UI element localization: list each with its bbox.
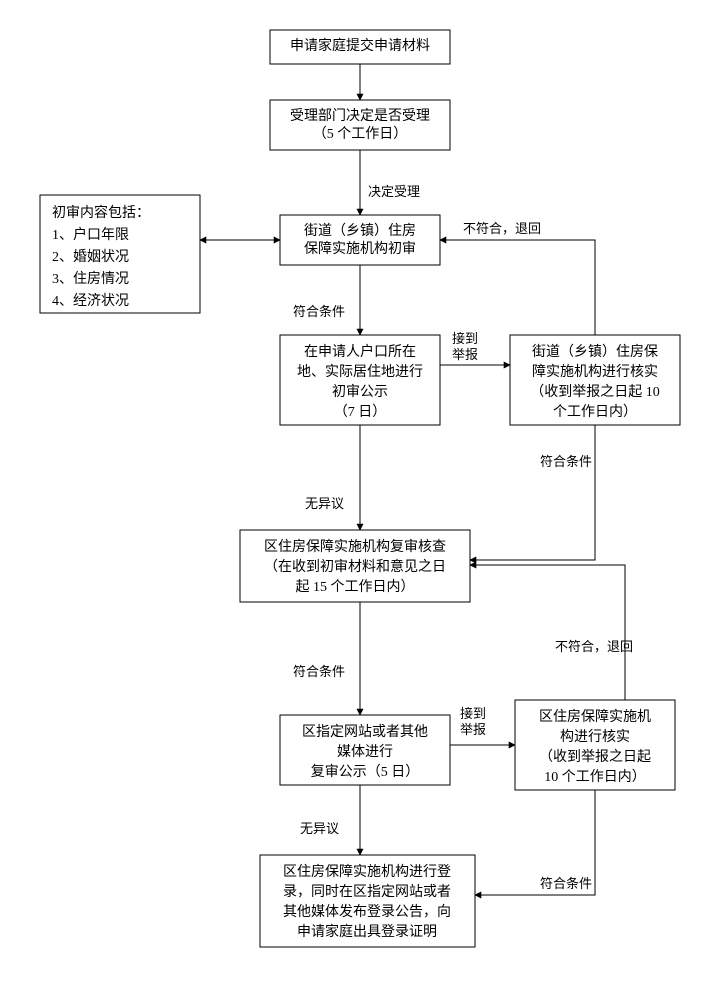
edge-n6-n7 [470,425,595,560]
node-second-publicity-l3: 复审公示（5 日） [311,763,420,780]
edge-n9-n7 [470,565,625,700]
node-street-verify-l4: 个工作日内） [553,404,637,420]
node-submit-materials-text: 申请家庭提交申请材料 [290,37,430,54]
node-initial-publicity-l4: （7 日） [334,404,387,420]
node-registration-l2: 录，同时在区指定网站或者 [283,884,451,900]
label-report-2b: 举报 [460,722,486,737]
label-report-1b: 举报 [452,347,478,362]
node-initial-publicity-l3: 初审公示 [332,383,388,400]
node-accept-decision [270,100,450,150]
node-district-verify-l3: （收到举报之日起 [539,749,651,765]
node-review-content-l1: 初审内容包括： [52,204,150,221]
label-meets-4: 符合条件 [540,876,592,891]
node-initial-review-l2: 保障实施机构初审 [304,240,416,257]
node-district-verify-l2: 构进行核实 [560,729,630,745]
node-street-verify-l2: 障实施机构进行核实 [532,364,658,380]
label-not-meet-2: 不符合，退回 [555,639,633,654]
label-meets-3: 符合条件 [293,664,345,679]
node-registration-l4: 申请家庭出具登录证明 [297,923,437,940]
node-accept-text2: （5 个工作日） [313,126,408,142]
label-report-1a: 接到 [452,331,478,346]
node-review-content-l4: 3、住房情况 [52,271,129,287]
node-district-review-l3: 起 15 个工作日内） [296,579,415,595]
label-report-2a: 接到 [460,706,486,721]
node-street-verify-l3: （收到举报之日起 10 [530,384,660,400]
node-district-verify-l4: 10 个工作日内） [544,769,646,785]
node-initial-publicity-l1: 在申请人户口所在 [304,343,416,360]
label-no-objection-2: 无异议 [300,821,339,836]
node-district-verify-l1: 区住房保障实施机 [539,709,651,725]
node-review-content-l5: 4、经济状况 [52,293,129,309]
node-district-review-l2: （在收到初审材料和意见之日 [264,558,446,575]
node-initial-review [280,215,440,265]
label-meets-cond-1: 符合条件 [293,304,345,319]
node-initial-publicity-l2: 地、实际居住地进行 [297,364,423,380]
node-review-content-l3: 2、婚姻状况 [52,249,129,265]
label-not-meet-1: 不符合，退回 [463,221,541,236]
node-initial-review-l1: 街道（乡镇）住房 [304,223,416,239]
label-no-objection-1: 无异议 [305,496,344,511]
node-second-publicity-l1: 区指定网站或者其他 [302,724,428,740]
node-review-content-l2: 1、户口年限 [52,226,129,243]
label-meets-2: 符合条件 [540,454,592,469]
label-decide-accept: 决定受理 [368,184,420,199]
node-accept-text1: 受理部门决定是否受理 [290,108,430,124]
node-registration-l3: 其他媒体发布登录公告，向 [283,904,451,920]
edge-n6-n3 [440,240,595,335]
node-street-verify-l1: 街道（乡镇）住房保 [532,344,658,360]
node-district-review-l1: 区住房保障实施机构复审核查 [264,538,446,555]
node-second-publicity-l2: 媒体进行 [337,744,393,760]
node-registration-l1: 区住房保障实施机构进行登 [283,864,451,880]
